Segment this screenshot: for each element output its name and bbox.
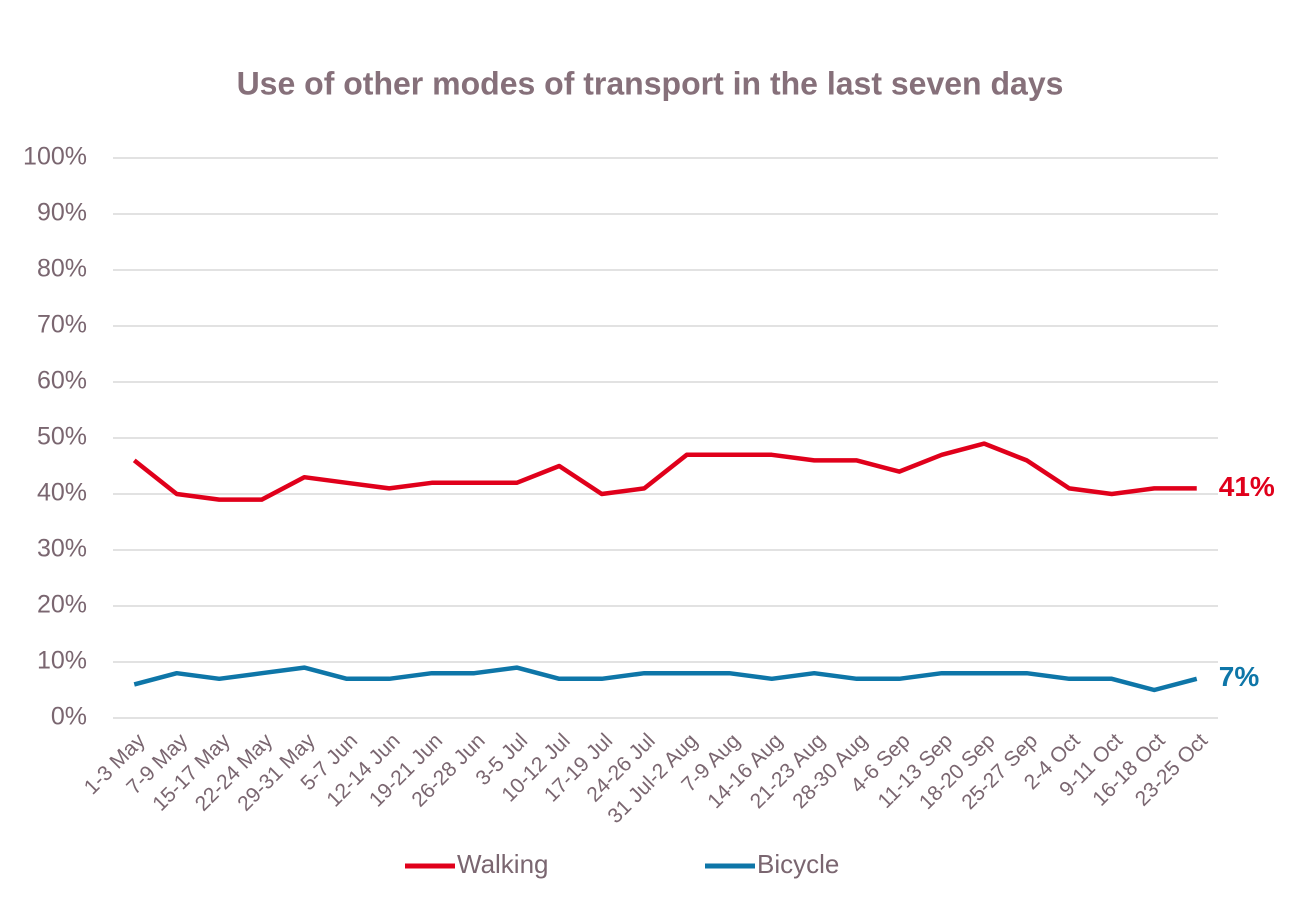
series-line bbox=[133, 665, 1198, 693]
data-label: 41% bbox=[1219, 471, 1275, 502]
y-tick-label: 40% bbox=[37, 479, 87, 507]
y-tick-label: 10% bbox=[37, 647, 87, 675]
y-tick-label: 100% bbox=[23, 143, 87, 171]
y-tick-label: 0% bbox=[51, 703, 87, 731]
y-tick-label: 20% bbox=[37, 591, 87, 619]
y-tick-label: 80% bbox=[37, 255, 87, 283]
y-tick-label: 60% bbox=[37, 367, 87, 395]
legend-label: Walking bbox=[457, 849, 549, 879]
legend-label: Bicycle bbox=[757, 849, 839, 879]
y-tick-label: 90% bbox=[37, 199, 87, 227]
chart-title: Use of other modes of transport in the l… bbox=[237, 65, 1064, 101]
series-line bbox=[132, 441, 1197, 502]
y-tick-label: 70% bbox=[37, 311, 87, 339]
y-tick-label: 30% bbox=[37, 535, 87, 563]
data-label: 7% bbox=[1219, 661, 1260, 692]
y-tick-label: 50% bbox=[37, 423, 87, 451]
